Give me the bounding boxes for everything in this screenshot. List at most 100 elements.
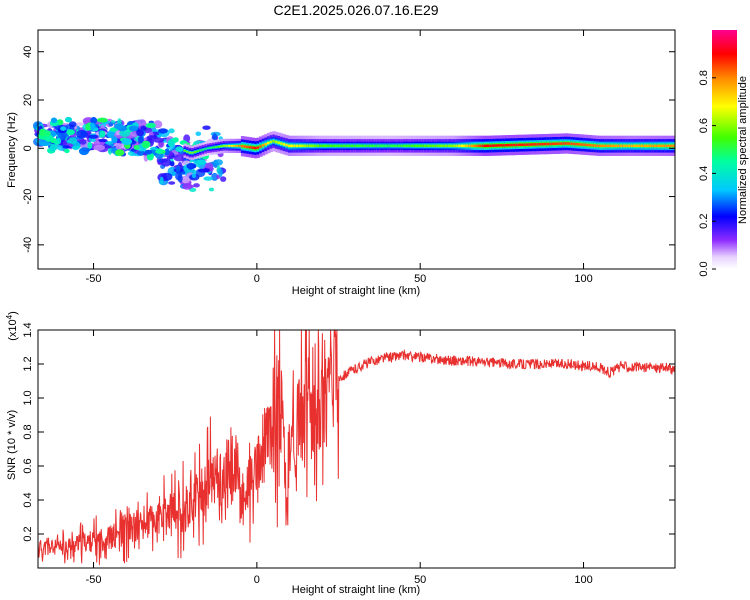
spectrogram-x-ticks: -50 0 50 100 [86,30,593,285]
spectrogram-cell [114,123,124,130]
spectrogram-cell [340,144,344,148]
spectrogram-cell [345,144,349,148]
figure-title: C2E1.2025.026.07.16.E29 [273,2,438,18]
spectrogram-cell [541,142,545,146]
colorbar-tick-label: 0.2 [698,214,710,229]
spectrogram-x-label: Height of straight line (km) [292,285,420,297]
spectrogram-cell [659,144,663,148]
spectrogram-cell [201,148,206,151]
snr-frame [37,329,676,569]
spectrogram-cell [212,133,217,141]
spectrogram-cell [656,144,660,148]
spectrogram-cell [85,124,91,131]
spectrogram-cell [329,144,334,148]
spectrogram-cell [510,143,514,147]
spectrogram-cell [62,145,70,149]
spectrogram-cell [133,145,140,150]
y-tick-label: 0.4 [22,492,34,507]
spectrogram-cell [173,154,186,162]
spectrogram-cell [366,144,370,148]
spectrogram-cell [353,144,357,148]
spectrogram-cell [308,144,313,148]
spectrogram-cell [227,145,232,147]
spectrogram-cell [138,135,144,144]
spectrogram-cell [619,144,624,148]
spectrogram-cell [559,142,564,145]
spectrogram-cell [186,150,190,153]
spectrogram-cell [79,139,87,145]
spectrogram-cell [246,145,250,149]
x-tick-label: 0 [254,273,260,285]
snr-x-label: Height of straight line (km) [292,584,420,596]
y-tick-label: -20 [22,189,34,205]
spectrogram-cell [115,142,122,150]
spectrogram-cell [408,144,412,148]
colorbar-gradient [712,30,737,269]
spectrogram-cell [483,144,488,148]
spectrogram-cell [111,136,118,144]
spectrogram-cell [264,143,268,146]
spectrogram-cell [220,176,227,182]
spectrogram-cell [400,144,404,148]
spectrogram-cell [575,142,579,146]
spectrogram-cell [99,130,106,138]
spectrogram-cell [141,140,151,149]
spectrogram-cell [243,145,247,148]
spectrogram-cell [452,144,456,148]
spectrogram-cell [197,168,210,173]
spectrogram-cell [361,144,365,148]
spectrogram-cell [549,142,553,146]
spectrogram-cell [220,145,224,148]
spectrogram-cell [426,144,430,148]
spectrogram-cell [272,140,276,143]
y-tick-label: 1.4 [22,322,34,337]
spectrogram-cell [177,174,183,183]
spectrogram-cell [598,144,603,148]
spectrogram-cell [164,148,170,156]
spectrogram-cell [191,173,197,179]
y-tick-label: 1.2 [22,356,34,371]
spectrogram-cell [416,144,420,148]
spectrogram-cell [450,144,454,148]
spectrogram-frame [37,29,676,270]
spectrogram-cell [512,143,517,147]
spectrogram-cell [175,165,181,173]
spectrogram-cell [567,142,571,145]
spectrogram-cell [287,144,292,148]
spectrogram-cell [507,143,511,147]
spectrogram-cell [306,144,310,148]
spectrogram-cell [314,144,318,148]
spectrogram-cell [196,150,200,153]
spectrogram-cell [43,130,51,137]
spectrogram-cell [402,144,407,148]
spectrogram-cell [531,143,535,146]
spectrogram-cell [204,162,214,169]
spectrogram-cell [382,144,386,148]
spectrogram-cell [181,176,190,184]
spectrogram-cell [75,122,84,127]
spectrogram-cell [93,144,105,151]
spectrogram-cell [465,144,469,148]
spectrogram-cell [376,144,381,148]
spectrogram-cell [321,144,326,148]
spectrogram-cell [517,143,522,147]
spectrogram-cell [544,142,548,146]
spectrogram-cell [214,159,223,166]
spectrogram-cell [53,140,60,145]
x-tick-label: -50 [86,273,102,285]
spectrogram-cell [653,144,658,148]
spectrogram-cell [478,144,483,148]
spectrogram-cell [664,144,668,148]
spectrogram-cell [88,134,99,139]
y-tick-label: 0.8 [22,424,34,439]
spectrogram-cell [98,138,108,143]
spectrogram-cell [238,145,242,147]
spectrogram-cell [632,144,637,148]
spectrogram-cell [491,144,496,147]
spectrogram-cell [81,147,91,153]
spectrogram-cell [421,144,425,148]
spectrogram-cell [612,144,616,148]
snr-y-multiplier: (x104) [5,311,19,341]
colorbar-label: Normalized spectral amplitude [737,76,749,224]
spectrogram-cell [140,125,147,131]
